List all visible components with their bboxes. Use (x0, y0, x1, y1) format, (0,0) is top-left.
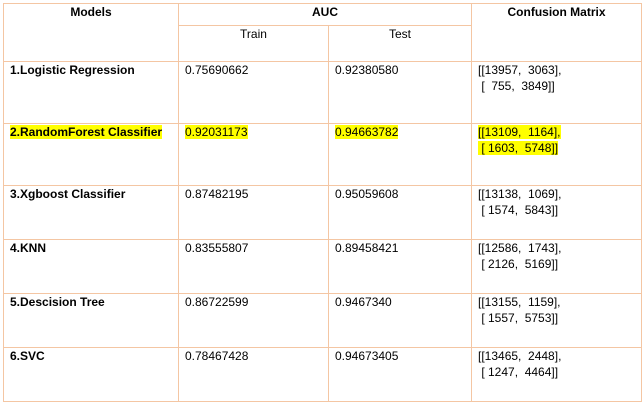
table-row: 5.Descision Tree 0.86722599 0.9467340 [[… (3, 293, 642, 348)
header-models: Models (3, 3, 179, 62)
test-auc-value: 0.9467340 (335, 295, 392, 309)
test-auc-cell: 0.94663782 (328, 123, 472, 186)
model-name-cell: 2.RandomForest Classifier (3, 123, 179, 186)
train-auc-value: 0.86722599 (185, 295, 249, 309)
train-auc-cell: 0.78467428 (178, 347, 329, 402)
confusion-matrix-cell: [[12586, 1743], [ 2126, 5169]] (471, 239, 642, 294)
header-auc: AUC (178, 3, 472, 26)
model-name-cell: 4.KNN (3, 239, 179, 294)
test-auc-value: 0.94663782 (335, 125, 399, 139)
confusion-matrix-cell: [[13155, 1159], [ 1557, 5753]] (471, 293, 642, 348)
test-auc-value: 0.92380580 (335, 63, 399, 77)
model-name-cell: 6.SVC (3, 347, 179, 402)
confusion-matrix-line-2-wrap: [ 1603, 5748]] (478, 140, 635, 156)
confusion-matrix-line-2: [ 755, 3849]] (478, 79, 555, 93)
confusion-matrix-line-1: [[13957, 3063], (478, 63, 562, 77)
train-auc-value: 0.83555807 (185, 241, 249, 255)
table-row: 4.KNN 0.83555807 0.89458421 [[12586, 174… (3, 239, 642, 294)
model-name-cell: 3.Xgboost Classifier (3, 185, 179, 240)
test-auc-cell: 0.9467340 (328, 293, 472, 348)
header-row-1: Models AUC Confusion Matrix (3, 3, 642, 62)
train-auc-cell: 0.87482195 (178, 185, 329, 240)
train-auc-cell: 0.83555807 (178, 239, 329, 294)
test-auc-value: 0.95059608 (335, 187, 399, 201)
test-auc-value: 0.89458421 (335, 241, 399, 255)
model-name: 4.KNN (10, 241, 47, 255)
confusion-matrix-line-2: [ 1574, 5843]] (478, 203, 559, 217)
header-train: Train (178, 25, 329, 62)
test-auc-cell: 0.92380580 (328, 61, 472, 124)
test-auc-cell: 0.89458421 (328, 239, 472, 294)
confusion-matrix-line-2: [ 1247, 4464]] (478, 365, 559, 379)
model-name-cell: 1.Logistic Regression (3, 61, 179, 124)
model-results-table: Models AUC Confusion Matrix Train Test 1… (3, 3, 642, 402)
table-row: 1.Logistic Regression 0.75690662 0.92380… (3, 61, 642, 124)
confusion-matrix-line-2: [ 1603, 5748]] (478, 141, 559, 155)
train-auc-value: 0.92031173 (185, 125, 248, 139)
test-auc-cell: 0.94673405 (328, 347, 472, 402)
header-test: Test (328, 25, 472, 62)
confusion-matrix-line-1-wrap: [[13109, 1164], (478, 124, 635, 140)
train-auc-value: 0.78467428 (185, 349, 249, 363)
test-auc-value: 0.94673405 (335, 349, 399, 363)
model-name: 3.Xgboost Classifier (10, 187, 126, 201)
test-auc-cell: 0.95059608 (328, 185, 472, 240)
header-row-2: Train Test (4, 25, 642, 62)
train-auc-value: 0.87482195 (185, 187, 249, 201)
table-row: 3.Xgboost Classifier 0.87482195 0.950596… (3, 185, 642, 240)
confusion-matrix-cell: [[13138, 1069], [ 1574, 5843]] (471, 185, 642, 240)
table-row: 2.RandomForest Classifier 0.92031173 0.9… (3, 123, 642, 186)
confusion-matrix-cell: [[13465, 2448], [ 1247, 4464]] (471, 347, 642, 402)
model-name: 5.Descision Tree (10, 295, 105, 309)
model-name: 1.Logistic Regression (10, 63, 135, 77)
confusion-matrix-cell: [[13957, 3063], [ 755, 3849]] (471, 61, 642, 124)
confusion-matrix-line-1: [[13138, 1069], (478, 187, 562, 201)
table-row: 6.SVC 0.78467428 0.94673405 [[13465, 244… (3, 347, 642, 402)
confusion-matrix-line-1: [[13109, 1164], (478, 125, 561, 139)
confusion-matrix-cell: [[13109, 1164], [ 1603, 5748]] (471, 123, 642, 186)
train-auc-cell: 0.92031173 (178, 123, 329, 186)
header-confusion-matrix: Confusion Matrix (471, 3, 642, 62)
confusion-matrix-line-2: [ 1557, 5753]] (478, 311, 559, 325)
model-name: 2.RandomForest Classifier (10, 125, 163, 139)
confusion-matrix-line-1: [[13465, 2448], (478, 349, 562, 363)
model-name: 6.SVC (10, 349, 45, 363)
model-name-cell: 5.Descision Tree (3, 293, 179, 348)
confusion-matrix-line-2: [ 2126, 5169]] (478, 257, 559, 271)
train-auc-cell: 0.75690662 (178, 61, 329, 124)
confusion-matrix-line-1: [[13155, 1159], (478, 295, 561, 309)
train-auc-cell: 0.86722599 (178, 293, 329, 348)
confusion-matrix-line-1: [[12586, 1743], (478, 241, 562, 255)
train-auc-value: 0.75690662 (185, 63, 249, 77)
